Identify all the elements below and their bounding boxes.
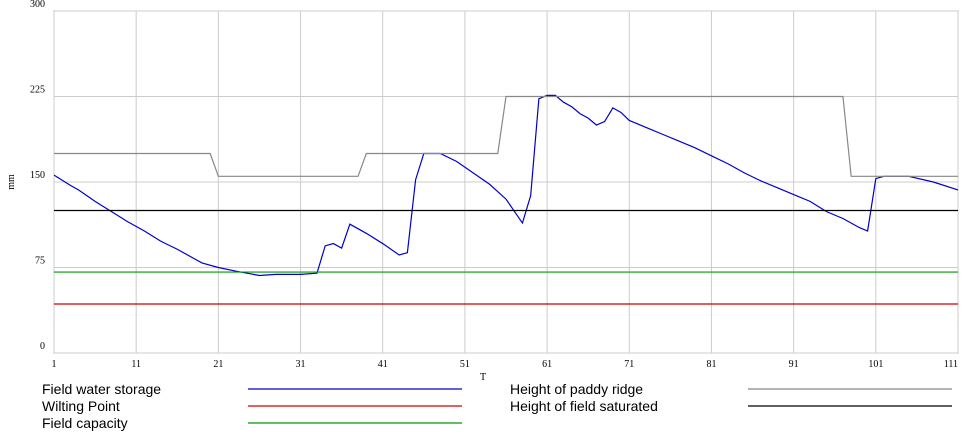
y-tick-label: 0 <box>40 341 45 352</box>
x-tick-label: 31 <box>296 359 306 370</box>
legend-label: Height of field saturated <box>510 398 658 414</box>
legend-label: Wilting Point <box>42 398 120 414</box>
x-tick-label: 21 <box>213 359 223 370</box>
legend-label: Field water storage <box>42 381 161 397</box>
x-tick-label: 51 <box>460 359 470 370</box>
x-tick-label: 111 <box>944 359 958 370</box>
legend-label: Height of paddy ridge <box>510 381 643 397</box>
series-line <box>54 95 958 177</box>
y-tick-label: 75 <box>35 256 45 267</box>
x-tick-label: 101 <box>868 359 883 370</box>
y-axis-label: mm <box>6 174 17 190</box>
y-tick-label: 300 <box>30 0 45 10</box>
x-tick-label: 91 <box>789 359 799 370</box>
series-line <box>53 94 959 277</box>
x-tick-label: 81 <box>706 359 716 370</box>
y-tick-label: 225 <box>30 85 45 96</box>
legend-label: Field capacity <box>42 415 128 431</box>
y-tick-label: 150 <box>30 170 45 181</box>
x-axis-label: T <box>480 372 486 383</box>
x-tick-label: 1 <box>52 359 57 370</box>
x-tick-label: 11 <box>131 359 141 370</box>
x-tick-label: 61 <box>542 359 552 370</box>
x-tick-label: 71 <box>624 359 634 370</box>
x-tick-label: 41 <box>378 359 388 370</box>
